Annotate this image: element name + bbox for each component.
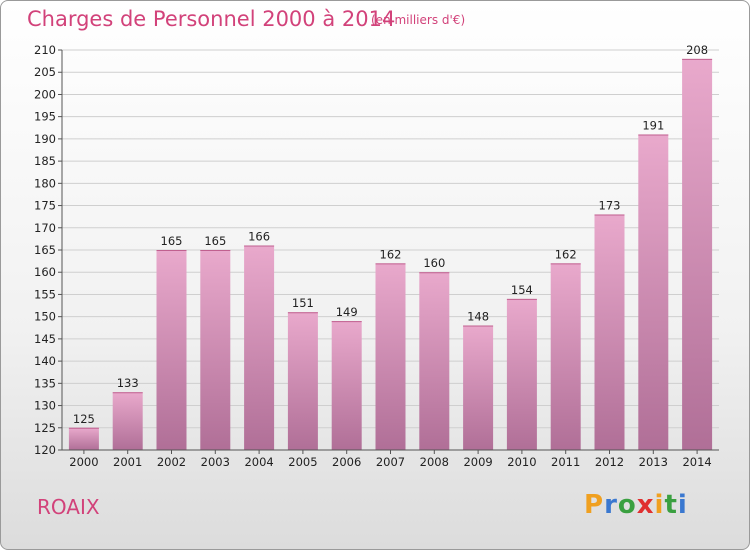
bar <box>331 321 362 450</box>
bar <box>244 245 275 450</box>
bar <box>200 250 231 450</box>
bar <box>419 272 450 450</box>
data-label: 148 <box>467 310 489 324</box>
bar <box>156 250 187 450</box>
y-tick-label: 155 <box>34 287 56 301</box>
y-tick-label: 175 <box>34 199 56 213</box>
data-label: 160 <box>423 256 445 270</box>
data-label: 133 <box>117 376 139 390</box>
logo-letter: x <box>636 490 655 520</box>
data-label: 208 <box>686 43 708 57</box>
chart-title: Charges de Personnel 2000 à 2014 <box>27 7 396 31</box>
x-tick-label: 2010 <box>507 455 536 469</box>
y-tick-label: 200 <box>34 87 56 101</box>
x-tick-label: 2001 <box>113 455 142 469</box>
bar <box>682 58 713 451</box>
bar <box>638 134 669 450</box>
x-tick-label: 2005 <box>288 455 317 469</box>
y-tick-label: 165 <box>34 243 56 257</box>
x-tick-label: 2006 <box>332 455 361 469</box>
x-tick-label: 2009 <box>463 455 492 469</box>
y-tick-label: 145 <box>34 332 56 346</box>
data-label: 191 <box>642 118 664 132</box>
x-tick-label: 2011 <box>551 455 580 469</box>
chart-subtitle: (en milliers d'€) <box>371 13 466 27</box>
y-tick-label: 210 <box>34 43 56 57</box>
y-tick-label: 195 <box>34 110 56 124</box>
bar <box>287 312 318 450</box>
logo-letter: r <box>604 490 618 520</box>
x-tick-label: 2014 <box>682 455 711 469</box>
y-tick-label: 130 <box>34 399 56 413</box>
y-tick-label: 180 <box>34 176 56 190</box>
logo-letter: o <box>617 490 637 520</box>
bar <box>594 214 625 450</box>
bar <box>463 325 494 450</box>
x-tick-label: 2003 <box>201 455 230 469</box>
axes <box>58 49 719 454</box>
logo-letter: i <box>654 490 665 520</box>
x-tick-label: 2013 <box>639 455 668 469</box>
bar <box>112 392 143 450</box>
y-tick-label: 150 <box>34 310 56 324</box>
data-label: 125 <box>73 412 95 426</box>
data-label: 154 <box>511 283 533 297</box>
y-tick-label: 140 <box>34 354 56 368</box>
y-tick-label: 125 <box>34 421 56 435</box>
x-tick-label: 2007 <box>376 455 405 469</box>
data-label: 165 <box>161 234 183 248</box>
commune-name: ROAIX <box>37 495 100 519</box>
bar <box>550 263 581 450</box>
bar <box>68 427 99 450</box>
logo-letter: P <box>584 490 605 520</box>
data-label: 173 <box>599 198 621 212</box>
bars <box>68 58 713 451</box>
x-tick-label: 2008 <box>420 455 449 469</box>
bar <box>375 263 406 450</box>
y-tick-label: 135 <box>34 376 56 390</box>
bar <box>506 298 537 450</box>
y-tick-label: 185 <box>34 154 56 168</box>
data-label: 166 <box>248 230 270 244</box>
y-tick-label: 170 <box>34 221 56 235</box>
proxiti-logo: Proxiti <box>584 490 688 520</box>
y-tick-label: 120 <box>34 443 56 457</box>
data-label: 165 <box>204 234 226 248</box>
data-label: 162 <box>555 247 577 261</box>
y-tick-label: 190 <box>34 132 56 146</box>
data-label: 162 <box>380 247 402 261</box>
y-tick-label: 205 <box>34 65 56 79</box>
data-label: 151 <box>292 296 314 310</box>
x-tick-label: 2002 <box>157 455 186 469</box>
logo-letter: t <box>664 490 678 520</box>
x-tick-label: 2012 <box>595 455 624 469</box>
x-tick-label: 2000 <box>69 455 98 469</box>
labels: 120 125 130 135 140 145 150 155 160 165 170 175 180 1… <box>34 43 712 469</box>
logo-letter: i <box>677 490 688 520</box>
data-label: 149 <box>336 305 358 319</box>
x-tick-label: 2004 <box>244 455 273 469</box>
y-tick-label: 160 <box>34 265 56 279</box>
